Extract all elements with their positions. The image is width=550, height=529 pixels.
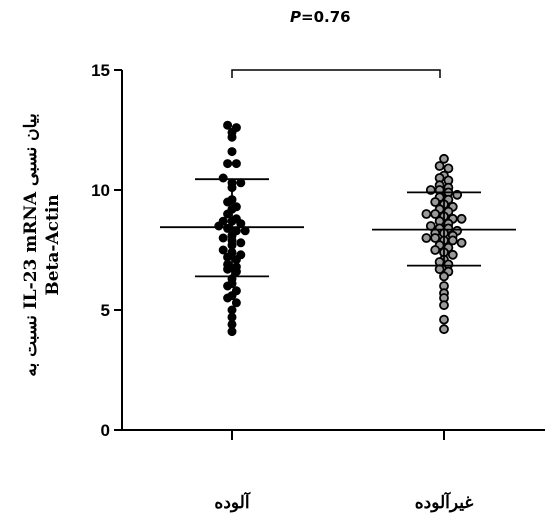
data-point <box>231 298 241 308</box>
data-point <box>223 281 233 291</box>
y-tick-label: 5 <box>101 301 110 320</box>
data-point <box>223 264 233 274</box>
data-point <box>231 267 241 277</box>
data-point <box>430 197 441 207</box>
p-label: P <box>290 8 301 26</box>
data-point <box>456 237 467 248</box>
y-axis-label: نسبت به IL-23 mRNA بیان نسبی Beta-Actin <box>18 40 66 450</box>
y-axis-label-line1: نسبت به IL-23 mRNA بیان نسبی <box>21 113 41 377</box>
p-value: =0.76 <box>301 8 351 26</box>
data-point <box>227 132 237 142</box>
data-point <box>430 245 441 255</box>
significance-bracket <box>231 69 441 78</box>
data-point <box>231 159 241 169</box>
data-point <box>430 233 441 243</box>
y-tick-label: 0 <box>101 421 110 440</box>
data-point <box>223 197 233 207</box>
x-category-label: غیرآلوده <box>415 491 474 513</box>
data-point <box>456 213 467 224</box>
data-point <box>236 238 246 248</box>
data-point <box>439 324 449 335</box>
data-point <box>223 120 233 130</box>
data-point <box>227 327 237 337</box>
data-point <box>421 233 432 243</box>
x-category-label: آلوده <box>214 491 250 513</box>
y-tick-label: 15 <box>91 61 110 80</box>
data-point <box>430 209 441 219</box>
data-point <box>434 161 445 171</box>
data-point <box>223 223 233 233</box>
data-point <box>447 249 458 260</box>
data-point <box>223 159 233 169</box>
data-point <box>421 209 432 219</box>
data-point <box>214 221 224 231</box>
y-tick-label: 10 <box>91 181 110 200</box>
data-point <box>439 314 449 325</box>
data-point <box>439 271 449 282</box>
p-value-annotation: P=0.76 <box>290 8 351 26</box>
data-point <box>223 293 233 303</box>
data-point <box>439 153 449 164</box>
data-point <box>218 233 228 243</box>
data-point <box>218 173 228 183</box>
data-point <box>443 163 454 174</box>
data-point <box>218 245 228 255</box>
data-point <box>227 147 237 157</box>
data-point <box>447 235 458 246</box>
y-axis-label-line2: Beta-Actin <box>43 194 63 296</box>
data-point <box>439 300 449 311</box>
data-point <box>223 209 233 219</box>
